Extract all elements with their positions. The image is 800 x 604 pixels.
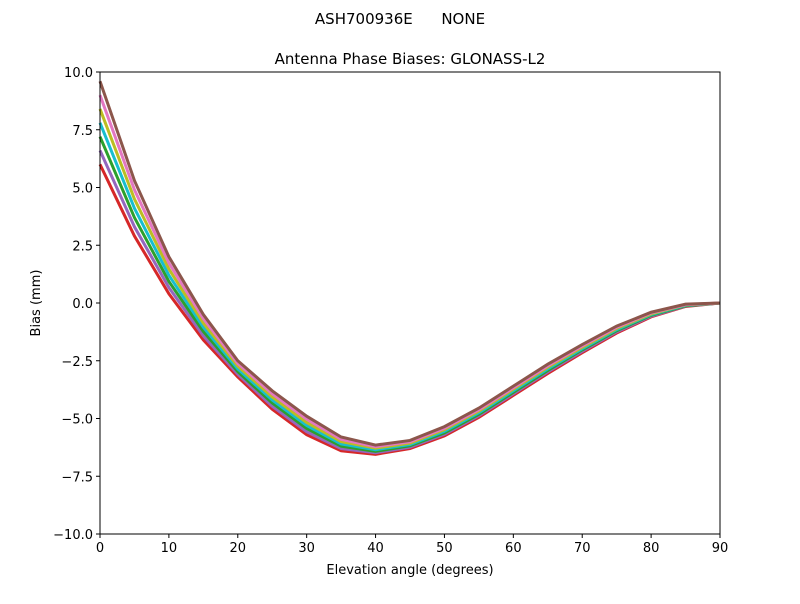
series-line-5 <box>98 94 721 449</box>
y-tick-label: 10.0 <box>64 66 93 81</box>
x-tick-label: 0 <box>96 541 104 556</box>
y-tick-label: −5.0 <box>61 413 93 428</box>
x-axis-label: Elevation angle (degrees) <box>326 563 493 578</box>
x-tick-label: 60 <box>505 541 522 556</box>
x-tick-label: 40 <box>367 541 384 556</box>
chart-suptitle: ASH700936E NONE <box>315 10 485 28</box>
y-tick-label: −7.5 <box>61 470 93 485</box>
y-axis-label: Bias (mm) <box>29 270 44 337</box>
y-tick-label: 7.5 <box>72 124 93 139</box>
series-line-3 <box>98 122 721 452</box>
y-tick-label: 0.0 <box>72 297 93 312</box>
series-line-6 <box>98 80 721 447</box>
x-tick-label: 80 <box>643 541 660 556</box>
y-tick-label: −10.0 <box>53 528 93 543</box>
plot-frame <box>99 71 721 535</box>
x-tick-label: 90 <box>712 541 729 556</box>
x-tick-label: 10 <box>161 541 178 556</box>
x-tick-label: 70 <box>574 541 591 556</box>
y-tick-label: 2.5 <box>72 239 93 254</box>
y-tick-label: 5.0 <box>72 182 93 197</box>
x-tick-label: 50 <box>436 541 453 556</box>
y-tick-label: −2.5 <box>61 355 93 370</box>
series-line-4 <box>98 108 721 450</box>
series-line-2 <box>98 136 721 453</box>
x-tick-label: 30 <box>298 541 315 556</box>
x-tick-label: 20 <box>230 541 247 556</box>
chart-title: Antenna Phase Biases: GLONASS-L2 <box>275 50 546 68</box>
